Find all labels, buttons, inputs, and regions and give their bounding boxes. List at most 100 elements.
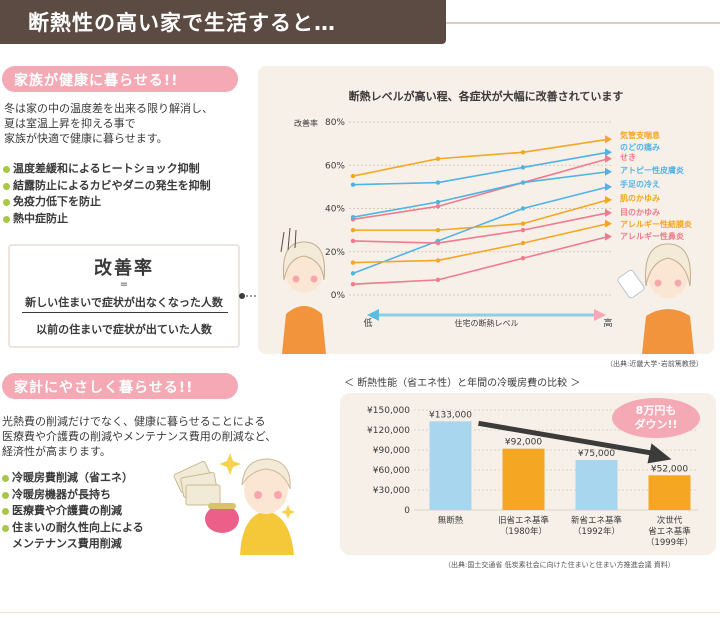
data-point: [350, 173, 356, 179]
series-arrow-icon: [605, 208, 612, 217]
worried-woman-icon: [280, 227, 326, 354]
series-line: [352, 186, 609, 275]
bullet-text: 医療費や介護費の削減: [12, 504, 122, 517]
data-point: [435, 180, 441, 185]
callout-line: 8万円も: [635, 404, 677, 417]
x-tick-label: 無断熱: [438, 515, 464, 526]
series-label: アトピー性皮膚炎: [620, 165, 684, 175]
y-tick-label: 80%: [325, 118, 345, 128]
bullet-item: 冷暖房費削減（省エネ）: [2, 470, 144, 487]
y-tick-label: ¥30,000: [373, 486, 410, 496]
data-point: [520, 150, 526, 155]
data-point: [520, 227, 526, 233]
series-line: [352, 151, 609, 186]
data-point: [520, 256, 526, 261]
series-label: 手足の冷え: [620, 179, 660, 189]
data-point: [435, 199, 441, 205]
series-arrow-icon: [605, 219, 612, 228]
x-axis-low: 低: [363, 317, 372, 329]
bullet-dot-icon: [2, 491, 9, 499]
bullet-text: 住まいの耐久性向上による: [12, 520, 144, 534]
data-point: [435, 204, 441, 209]
woman-hair: [644, 243, 692, 287]
bullet-item: 熱中症防止: [3, 211, 211, 228]
bar-value-label: ¥133,000: [429, 410, 472, 420]
chart2-title: ＜ 断熱性能（省エネ性）と年間の冷暖房費の比較 ＞: [344, 378, 581, 389]
series-label: せき: [620, 153, 636, 162]
series-arrow-icon: [605, 195, 612, 204]
data-point: [350, 238, 356, 244]
x-tick-label: （1980年）: [500, 526, 547, 537]
x-tick-label: 次世代: [657, 515, 683, 526]
x-axis-label: 住宅の断熱レベル: [455, 318, 519, 328]
heating-cost-bar-chart: 0 ¥30,000 ¥60,000 ¥90,000 ¥120,000 ¥150,000 ¥1…: [367, 406, 698, 548]
bullet-dot-icon: [3, 215, 10, 223]
mask-icon: [617, 269, 645, 299]
bar: [502, 448, 545, 510]
y-tick-label: 0%: [331, 291, 346, 301]
bullet-dot-icon: [2, 524, 9, 532]
data-point: [435, 156, 441, 161]
data-point: [350, 271, 356, 276]
series-line: [352, 170, 609, 218]
bullet-item: 冷暖房機器が長持ち: [2, 487, 144, 504]
bar: [575, 460, 618, 510]
bar: [648, 475, 691, 510]
chart-title: 断熱レベルが高い程、各症状が大幅に改善されています: [349, 89, 624, 103]
sparkle-icon: [219, 453, 295, 519]
bullet-text: 熱中症防止: [13, 211, 68, 225]
series-line: [352, 222, 609, 264]
x-tick-label: 旧省エネ基準: [498, 515, 550, 526]
x-tick-label: 省エネ基準: [648, 526, 691, 537]
bar-value-label: ¥52,000: [651, 464, 688, 474]
woman-cheek: [310, 275, 318, 283]
section-economy-paragraph: 光熱費の削減だけでなく、健康に暮らせることによる 医療費や介護費の削減やメンテナ…: [2, 414, 332, 459]
series-label: 目のかゆみ: [620, 208, 660, 217]
savings-callout: 8万円も ダウン!!: [612, 398, 700, 438]
bullet-item-continuation: メンテナンス費用削減: [2, 536, 144, 553]
trend-arrow: [478, 420, 654, 456]
series-line: [353, 199, 609, 231]
data-point: [350, 227, 356, 233]
woman-cheek: [654, 279, 662, 287]
x-tick-label: （1999年）: [646, 537, 693, 548]
bullet-item: 医療費や介護費の削減: [2, 503, 144, 520]
data-point: [435, 240, 441, 246]
woman-cheek: [674, 279, 682, 287]
saving-woman-illustration: [173, 453, 295, 555]
bullet-dot-icon: [3, 182, 10, 190]
data-point: [520, 221, 526, 226]
bullet-text: 結露防止によるカビやダニの発生を抑制: [13, 178, 211, 192]
bar-value-label: ¥75,000: [578, 449, 615, 459]
series-line: [352, 138, 609, 177]
woman-face: [285, 251, 323, 293]
bullet-text: 温度差緩和によるヒートショック抑制: [13, 162, 200, 175]
data-point: [435, 277, 441, 283]
bullet-dot-icon: [2, 475, 9, 482]
series-label: アレルギー性結膜炎: [620, 219, 692, 229]
section-economy-title: 家計にやさしく暮らせる!!: [14, 380, 194, 396]
series-arrow-icon: [605, 135, 612, 144]
fraction-bar: [22, 312, 228, 313]
woman-hair: [282, 241, 326, 281]
bullet-text: 冷暖房費削減（省エネ）: [12, 471, 133, 484]
y-tick-label: ¥90,000: [373, 446, 410, 456]
data-point: [350, 260, 356, 265]
paragraph-line: 光熱費の削減だけでなく、健康に暮らせることによる: [2, 415, 266, 428]
section-health-paragraph: 冬は家の中の温度差を出来る限り解消し、 夏は室温上昇を抑える事で 家族が快適で健…: [4, 101, 254, 146]
formula-title: 改善率: [94, 258, 154, 279]
symptom-chart-panel: [258, 66, 714, 354]
data-point: [435, 227, 441, 233]
woman-body: [282, 306, 326, 354]
paragraph-line: 冬は家の中の温度差を出来る限り解消し、: [4, 102, 213, 115]
x-tick-label: 新省エネ基準: [571, 515, 623, 526]
data-point: [435, 258, 441, 263]
stress-lines: [280, 227, 297, 253]
bullet-dot-icon: [3, 166, 10, 173]
data-point: [520, 180, 526, 185]
y-tick-label: 20%: [325, 248, 345, 258]
series-line: [352, 157, 609, 221]
bar-value-label: ¥92,000: [505, 438, 542, 448]
section-economy-bullets: 冷暖房費削減（省エネ） 冷暖房機器が長持ち 医療費や介護費の削減 住まいの耐久性…: [2, 470, 144, 553]
bullet-dot-icon: [2, 508, 9, 515]
